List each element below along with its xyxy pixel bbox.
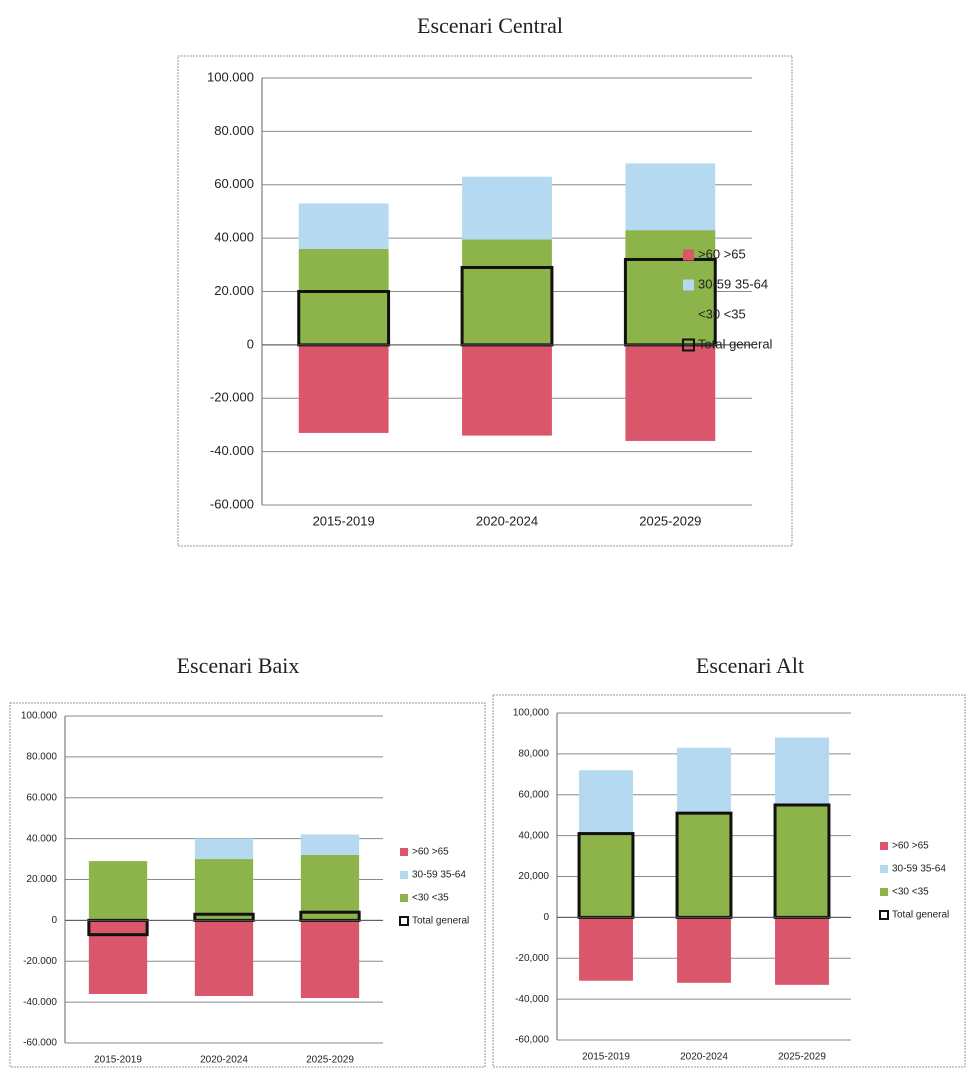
y-tick-label: 80.000 xyxy=(26,752,57,763)
bar-segment xyxy=(677,917,731,983)
chart-frame xyxy=(492,694,966,1068)
bar-segment xyxy=(462,344,552,436)
y-tick-label: -60,000 xyxy=(515,1035,549,1046)
y-tick-label: 60.000 xyxy=(26,792,57,803)
legend-label: 30-59 35-64 xyxy=(698,276,768,291)
bar-segment xyxy=(625,344,716,441)
bar-segment xyxy=(298,344,389,433)
legend-label: >60 >65 xyxy=(412,847,449,858)
legend-swatch xyxy=(683,279,694,291)
y-tick-label: 20,000 xyxy=(518,871,549,882)
legend-swatch xyxy=(879,910,889,920)
bar-segment xyxy=(88,861,148,921)
y-tick-label: 20.000 xyxy=(26,874,57,885)
x-tick-label: 2025-2029 xyxy=(778,1052,826,1063)
bar-segment xyxy=(298,203,389,249)
bar-segment xyxy=(194,859,254,921)
y-tick-label: 0 xyxy=(543,912,549,923)
y-tick-label: 40.000 xyxy=(26,833,57,844)
y-tick-label: 0 xyxy=(51,915,57,926)
x-tick-label: 2020-2024 xyxy=(680,1052,728,1063)
y-tick-label: -20.000 xyxy=(210,390,254,405)
bar-segment xyxy=(300,834,360,855)
legend-label: <30 <35 xyxy=(698,306,746,321)
y-tick-label: 80.000 xyxy=(214,123,254,138)
bar-segment xyxy=(579,833,633,918)
y-tick-label: 20.000 xyxy=(214,283,254,298)
bar-segment xyxy=(88,920,148,994)
bar-segment xyxy=(300,920,360,999)
y-tick-label: -60.000 xyxy=(210,496,254,511)
y-tick-label: 40.000 xyxy=(214,230,254,245)
y-tick-label: -40.000 xyxy=(23,997,57,1008)
y-tick-label: 40,000 xyxy=(518,830,549,841)
legend-label: >60 >65 xyxy=(698,246,746,261)
legend-label: Total general xyxy=(892,910,949,921)
bar-segment xyxy=(298,248,389,345)
legend-swatch xyxy=(880,865,888,873)
y-tick-label: 60.000 xyxy=(214,176,254,191)
legend-swatch xyxy=(682,338,695,352)
legend-swatch xyxy=(400,894,408,902)
bar-segment xyxy=(194,920,254,996)
y-tick-label: 80,000 xyxy=(518,749,549,760)
legend-swatch xyxy=(399,916,409,926)
y-tick-label: -20,000 xyxy=(515,953,549,964)
y-tick-label: 100.000 xyxy=(21,711,58,722)
y-tick-label: -60.000 xyxy=(23,1038,57,1049)
chart-title: Escenari Baix xyxy=(177,653,300,678)
legend-swatch xyxy=(880,888,888,896)
legend-label: <30 <35 xyxy=(412,893,449,904)
legend-label: <30 <35 xyxy=(892,887,929,898)
legend-label: >60 >65 xyxy=(892,841,929,852)
bar-segment xyxy=(579,917,633,981)
chart-title: Escenari Central xyxy=(417,13,563,38)
y-tick-label: 0 xyxy=(247,336,254,351)
bar-segment xyxy=(677,747,731,814)
legend-label: Total general xyxy=(412,916,469,927)
x-tick-label: 2015-2019 xyxy=(94,1055,142,1066)
legend-label: 30-59 35-64 xyxy=(412,870,466,881)
y-tick-label: -20.000 xyxy=(23,956,57,967)
bar-segment xyxy=(194,838,254,860)
legend-swatch xyxy=(683,249,694,261)
y-tick-label: 100.000 xyxy=(207,69,254,84)
y-tick-label: -40.000 xyxy=(210,443,254,458)
bar-segment xyxy=(462,239,552,345)
x-tick-label: 2020-2024 xyxy=(200,1055,248,1066)
legend-label: 30-59 35-64 xyxy=(892,864,946,875)
y-tick-label: -40,000 xyxy=(515,994,549,1005)
bar-segment xyxy=(579,770,633,834)
legend-label: Total general xyxy=(698,336,773,351)
chart-frame xyxy=(177,55,793,547)
legend-swatch xyxy=(400,848,408,856)
legend-swatch xyxy=(400,871,408,879)
bar-segment xyxy=(677,813,731,918)
bar-segment xyxy=(625,230,716,345)
x-tick-label: 2015-2019 xyxy=(582,1052,630,1063)
x-tick-label: 2020-2024 xyxy=(476,513,538,528)
y-tick-label: 100,000 xyxy=(513,708,550,719)
bar-segment xyxy=(300,854,360,921)
legend-swatch xyxy=(683,309,694,321)
x-tick-label: 2025-2029 xyxy=(306,1055,354,1066)
x-tick-label: 2015-2019 xyxy=(313,513,375,528)
bar-segment xyxy=(462,176,552,240)
bar-segment xyxy=(775,737,829,805)
chart-frame xyxy=(9,702,486,1068)
bar-segment xyxy=(625,163,716,231)
legend-swatch xyxy=(880,842,888,850)
y-tick-label: 60,000 xyxy=(518,789,549,800)
bar-segment xyxy=(775,917,829,985)
chart-title: Escenari Alt xyxy=(696,653,804,678)
x-tick-label: 2025-2029 xyxy=(639,513,701,528)
bar-segment xyxy=(775,804,829,918)
